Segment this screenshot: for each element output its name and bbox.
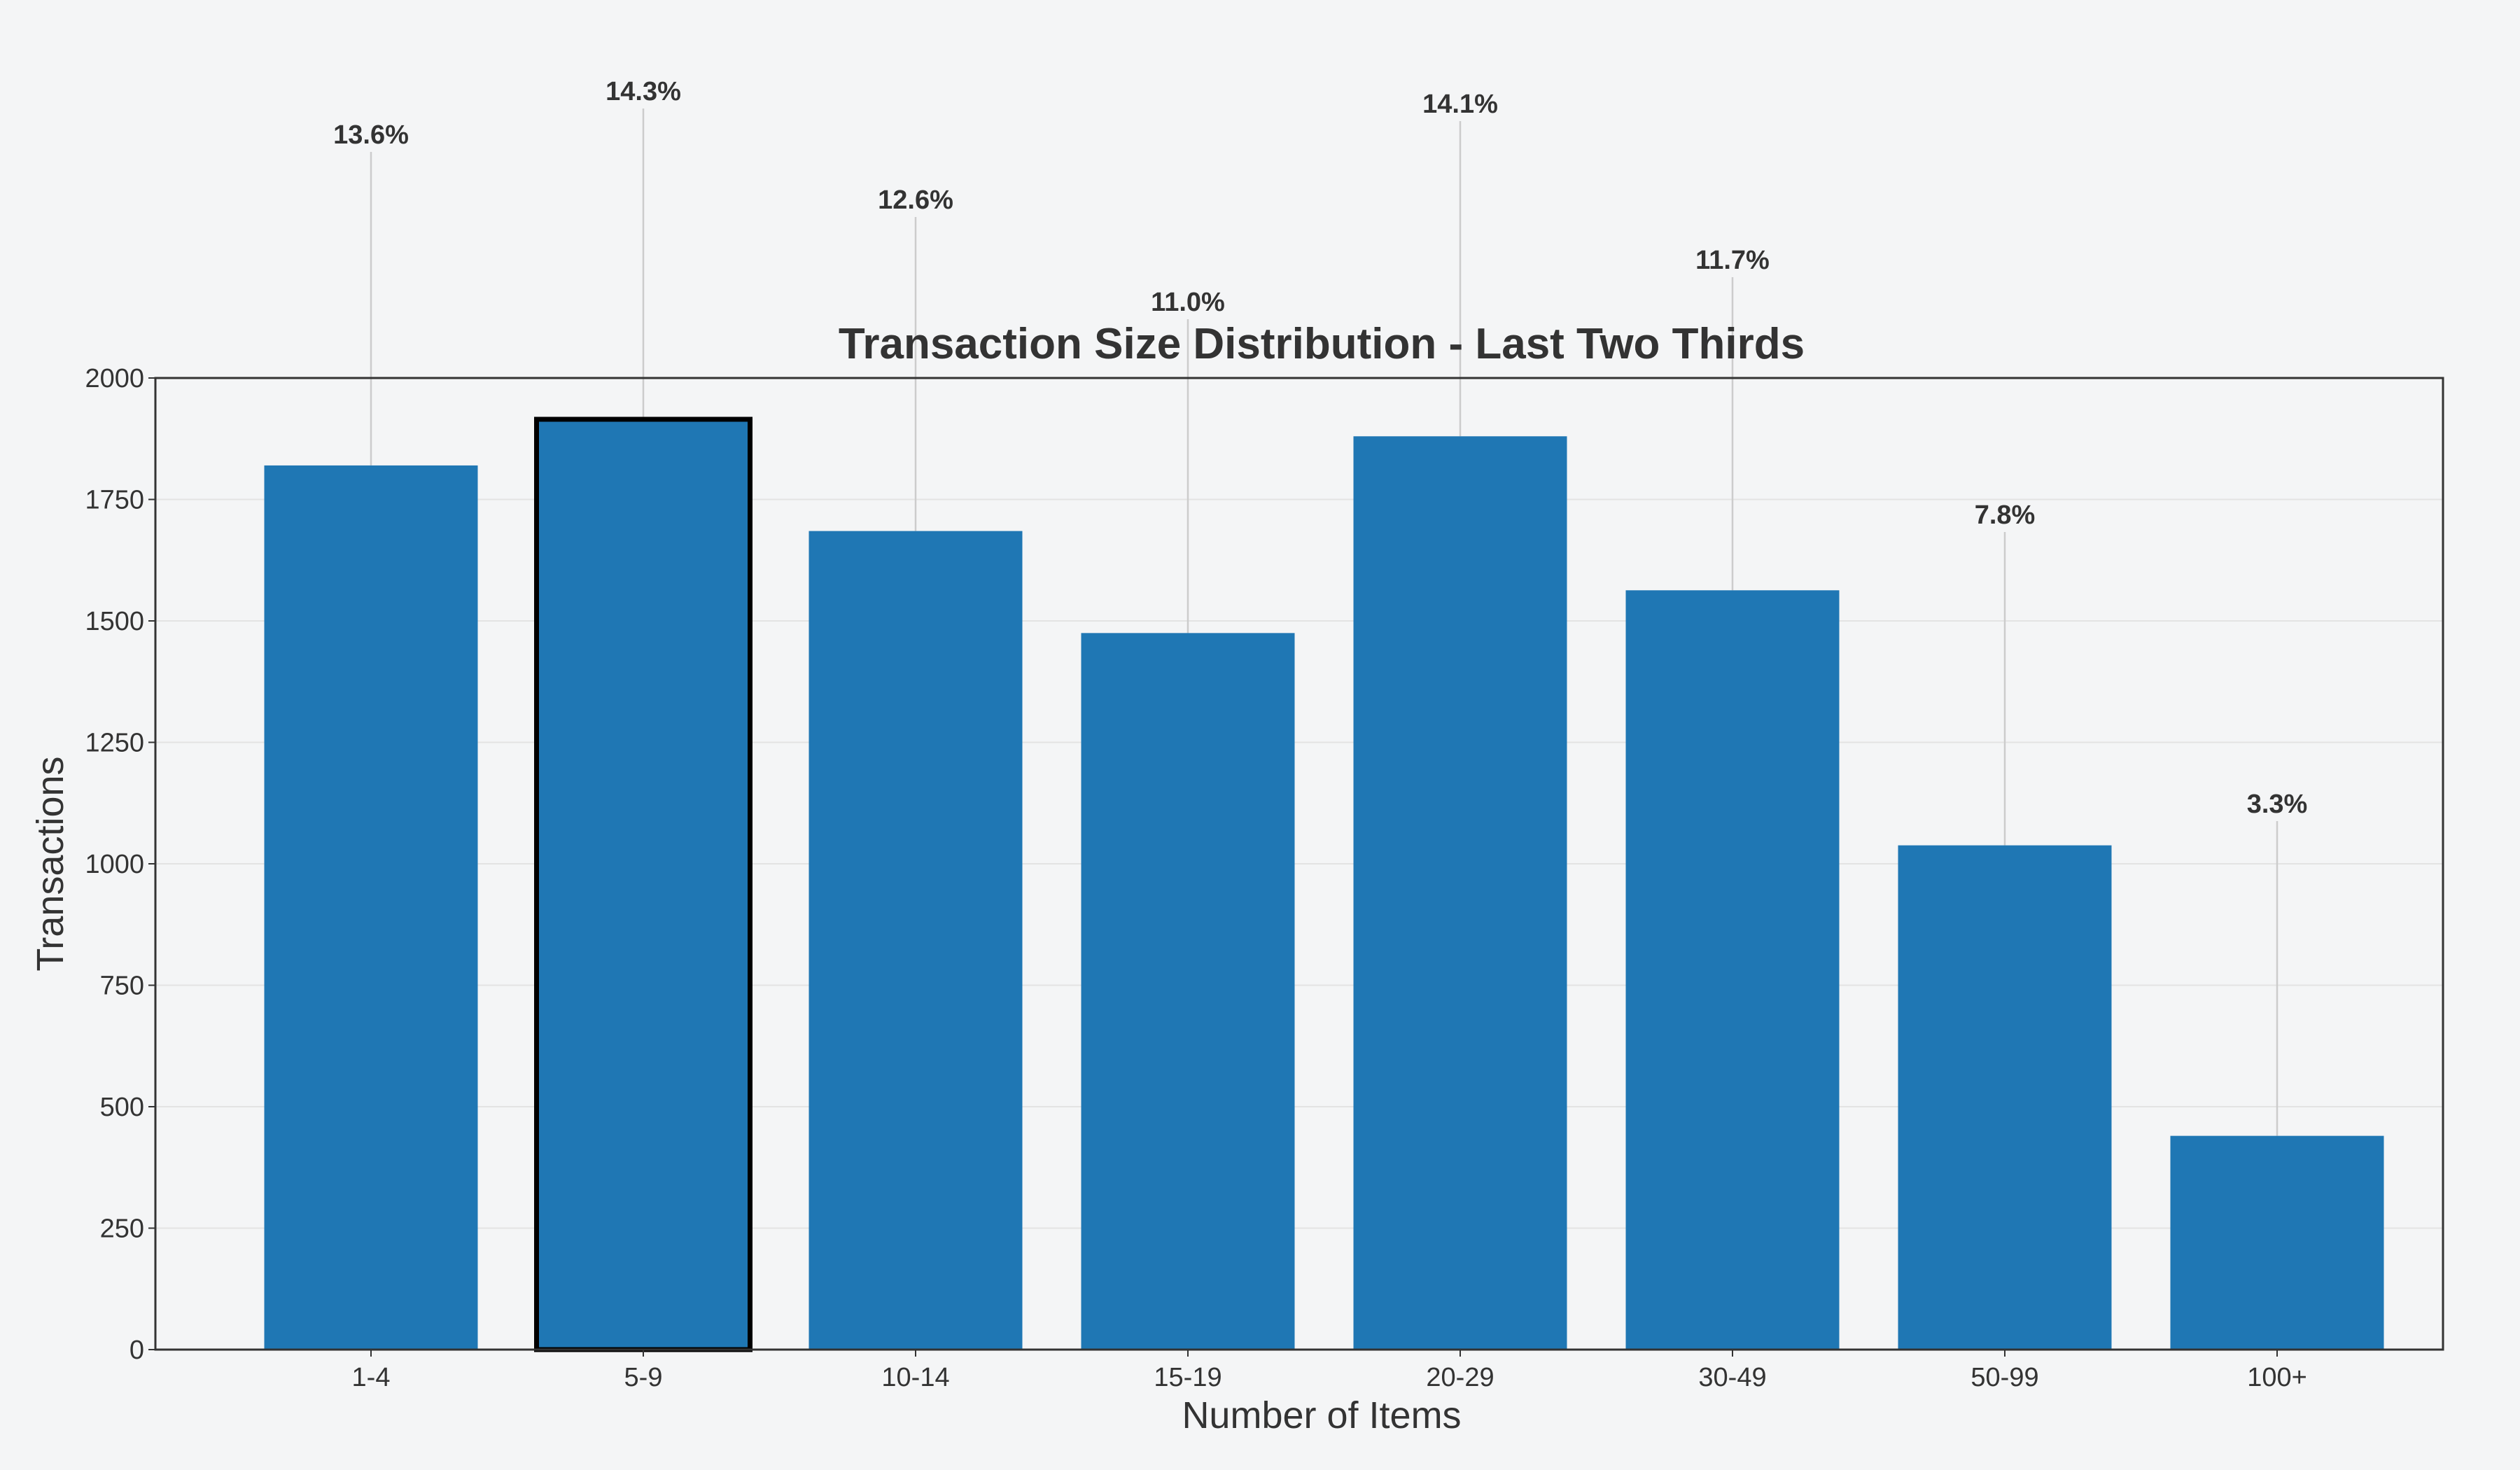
y-tick-label: 500 xyxy=(100,1093,144,1122)
x-tick-label: 1-4 xyxy=(352,1363,391,1392)
x-axis-label: Number of Items xyxy=(1182,1394,1461,1436)
x-tick-label: 15-19 xyxy=(1154,1363,1222,1392)
percent-label: 11.0% xyxy=(1151,288,1225,317)
y-tick-label: 1500 xyxy=(85,607,144,636)
y-tick-label: 1000 xyxy=(85,850,144,879)
x-tick-label: 30-49 xyxy=(1698,1363,1766,1392)
y-tick-label: 1750 xyxy=(85,486,144,515)
percent-label: 7.8% xyxy=(1975,500,2036,530)
percent-labels: 13.6% 14.3% 12.6% 11.0% 14.1% 11.7% 7.8% 3.3% xyxy=(333,77,2307,819)
bar-30-49 xyxy=(1625,590,1840,1350)
y-tick-label: 2000 xyxy=(85,364,144,393)
percent-label: 3.3% xyxy=(2247,790,2308,819)
bar-100+ xyxy=(2170,1135,2384,1350)
y-tick-label: 250 xyxy=(100,1214,144,1244)
y-tick-label: 0 xyxy=(130,1336,144,1365)
bar-50-99 xyxy=(1898,845,2112,1350)
y-axis-ticks: 0 250 500 750 1000 1250 1500 1750 2000 xyxy=(85,364,155,1365)
bar-20-29 xyxy=(1353,436,1567,1350)
x-axis-ticks: 1-4 5-9 10-14 15-19 20-29 30-49 50-99 100+ xyxy=(352,1350,2307,1392)
label-connectors xyxy=(370,108,2278,1136)
percent-label: 12.6% xyxy=(878,186,953,215)
percent-label: 13.6% xyxy=(333,120,409,150)
bar-15-19 xyxy=(1081,633,1295,1350)
percent-label: 14.3% xyxy=(606,77,681,106)
bar-10-14 xyxy=(808,531,1023,1350)
x-tick-label: 100+ xyxy=(2247,1363,2307,1392)
bars xyxy=(264,416,2384,1352)
y-tick-label: 1250 xyxy=(85,729,144,758)
x-tick-label: 5-9 xyxy=(624,1363,663,1392)
percent-label: 14.1% xyxy=(1422,90,1498,119)
bar-1-4 xyxy=(264,465,478,1350)
x-tick-label: 10-14 xyxy=(881,1363,949,1392)
y-axis-label: Transactions xyxy=(29,756,71,971)
bar-5-9 xyxy=(534,416,752,1352)
x-tick-label: 50-99 xyxy=(1970,1363,2038,1392)
percent-label: 11.7% xyxy=(1695,246,1770,275)
x-tick-label: 20-29 xyxy=(1426,1363,1494,1392)
chart-title: Transaction Size Distribution - Last Two… xyxy=(839,320,1805,368)
y-tick-label: 750 xyxy=(100,972,144,1001)
